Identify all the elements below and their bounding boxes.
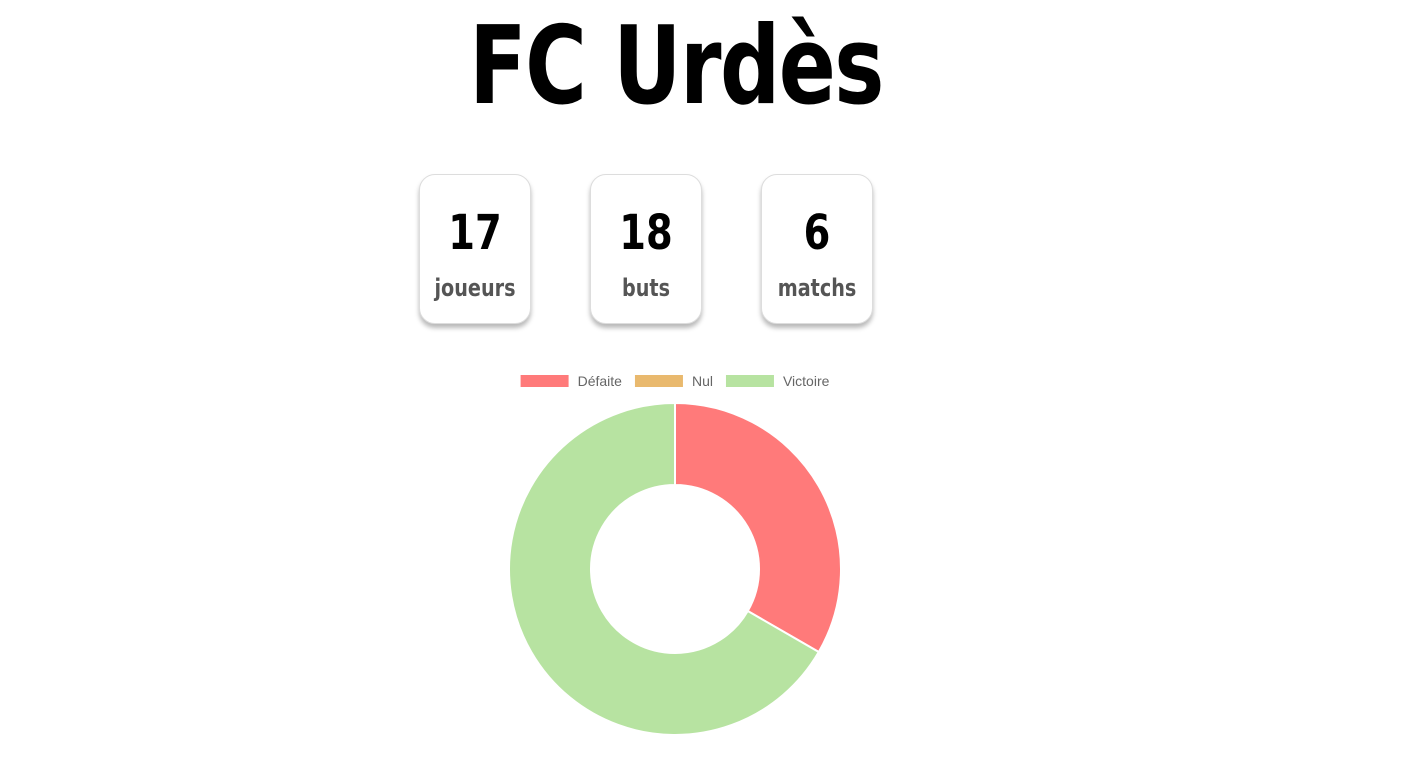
stat-card-goals: 18 buts: [590, 174, 702, 324]
legend-swatch-0[interactable]: [520, 375, 569, 387]
stat-value-players: 17: [448, 205, 502, 261]
stat-value-matches: 6: [803, 205, 831, 261]
chart-slices: [508, 401, 842, 736]
legend-swatch-2[interactable]: [725, 375, 774, 387]
chart-legend: Défaite Nul Victoire: [520, 373, 830, 389]
legend-label-2[interactable]: Victoire: [783, 373, 830, 389]
stat-card-players: 17 joueurs: [419, 174, 531, 324]
results-chart: Défaite Nul Victoire: [0, 360, 1408, 757]
stat-label-matches: matchs: [777, 274, 857, 302]
legend-label-1[interactable]: Nul: [692, 373, 713, 389]
stat-card-matches: 6 matchs: [761, 174, 873, 324]
legend-swatch-1[interactable]: [634, 375, 683, 387]
results-doughnut-chart: Défaite Nul Victoire: [508, 373, 842, 736]
slice-victoire[interactable]: [508, 401, 821, 736]
stat-value-goals: 18: [619, 205, 673, 261]
stat-label-goals: buts: [621, 274, 671, 302]
stat-label-players: joueurs: [434, 274, 516, 302]
stats-row: 17 joueurs 18 buts 6 matchs: [0, 174, 1408, 334]
legend-label-0[interactable]: Défaite: [578, 373, 623, 389]
page-title: FC Urdès: [469, 4, 884, 129]
slice-defaite[interactable]: [674, 401, 842, 654]
